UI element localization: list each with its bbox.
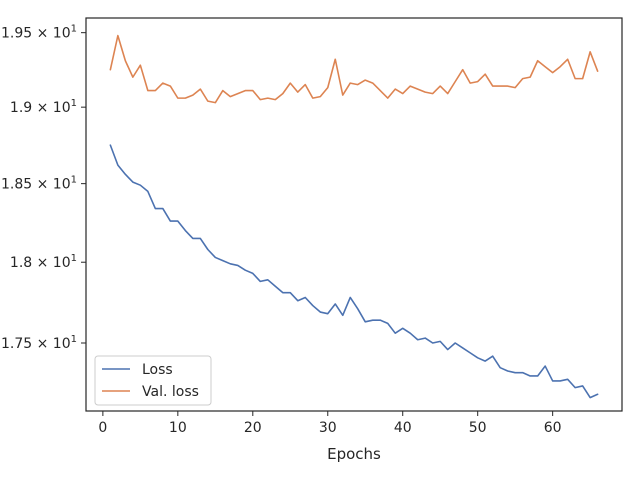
legend-label: Loss — [142, 362, 173, 378]
x-tick-label: 10 — [169, 420, 187, 436]
x-tick-label: 50 — [469, 420, 487, 436]
x-tick-label: 30 — [319, 420, 337, 436]
y-tick-label: 1.75 × 101 — [1, 334, 77, 352]
x-tick-label: 40 — [394, 420, 412, 436]
legend: Loss Val. loss — [94, 355, 212, 406]
x-tick-label: 0 — [98, 420, 107, 436]
y-tick-label: 1.85 × 101 — [1, 175, 77, 193]
y-axis: 1.75 × 101 1.8 × 101 1.85 × 101 1.9 × 101 1.… — [1, 24, 86, 352]
x-tick-label: 20 — [244, 420, 262, 436]
series-layer — [109, 34, 599, 399]
y-tick-label: 1.95 × 101 — [1, 24, 77, 42]
x-axis-label: Epochs — [327, 445, 381, 463]
series-line-loss — [109, 144, 599, 399]
x-tick-label: 60 — [544, 420, 562, 436]
y-tick-label: 1.9 × 101 — [10, 98, 77, 116]
x-axis: 0 10 20 30 40 50 60 — [98, 411, 562, 436]
plot-frame — [85, 17, 623, 412]
series-line-val-loss — [109, 34, 599, 104]
legend-label: Val. loss — [142, 384, 199, 400]
y-tick-label: 1.8 × 101 — [10, 253, 77, 271]
